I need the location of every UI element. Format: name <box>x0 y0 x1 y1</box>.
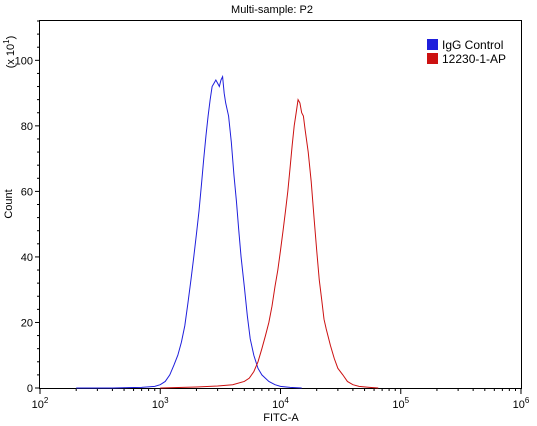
chart-title: Multi-sample: P2 <box>231 4 313 16</box>
x-tick-label: 106 <box>513 396 530 411</box>
x-axis-label: FITC-A <box>263 412 299 424</box>
x-tick-label: 102 <box>32 396 49 411</box>
legend-swatch <box>427 53 438 64</box>
y-tick-label: 40 <box>21 252 33 264</box>
y-tick-label: 20 <box>21 317 33 329</box>
plot-area-frame <box>39 20 522 389</box>
x-tick-label: 103 <box>152 396 169 411</box>
y-axis-ticks: 0 20 40 60 80 100 <box>15 20 40 395</box>
series-layer <box>76 74 379 389</box>
y-tick-label: 80 <box>21 121 33 133</box>
x-tick-label: 105 <box>392 396 409 411</box>
series-line-sample <box>160 98 379 389</box>
x-tick-label: 104 <box>272 396 289 411</box>
y-axis-label: Count <box>3 189 15 218</box>
legend-swatch <box>427 39 438 50</box>
y-tick-label: 60 <box>21 186 33 198</box>
y-tick-label: 100 <box>15 55 33 67</box>
y-multiplier-text: (x 10 <box>5 44 17 68</box>
legend-label: IgG Control <box>442 38 503 52</box>
y-tick-label: 0 <box>27 383 33 395</box>
svg-text:(x 101): (x 101) <box>2 36 17 69</box>
y-multiplier-exponent: 1 <box>2 39 11 44</box>
y-multiplier-label: (x 101) <box>2 36 17 69</box>
x-axis-ticks: 102 103 104 105 106 <box>32 388 530 411</box>
legend-label: 12230-1-AP <box>442 52 506 66</box>
series-line-igg-control <box>76 74 302 389</box>
